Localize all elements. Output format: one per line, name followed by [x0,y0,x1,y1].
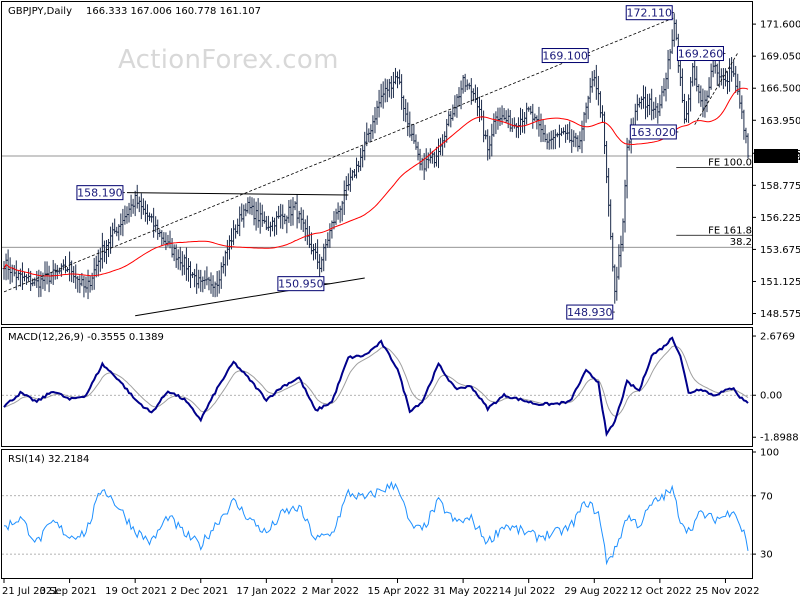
upper-range-line [126,192,349,196]
price-tick-label: 153.675 [760,245,800,256]
watermark-text: ActionForex.com [118,45,339,75]
callout-box [566,304,614,320]
rising-channel-dashed [3,17,675,293]
last-price-box [754,148,798,163]
date-tick-label: 31 May 2022 [433,586,498,597]
price-tick-label: 169.050 [760,52,800,63]
level-callout: 163.020 [629,124,679,140]
callout-label: 172.110 [626,7,672,20]
callout-label: 169.100 [542,50,588,63]
level-callout: 148.930 [566,304,615,320]
price-tick-label: 148.575 [760,309,800,320]
callout-label: 158.190 [77,187,123,200]
callout-box [629,124,677,140]
date-tick-label: 25 Nov 2022 [695,586,759,597]
date-tick-label: 2 Dec 2021 [171,586,229,597]
price-layer: FE 100.0 FE 161.838.2 172.110 169.260 169.10… [2,5,752,320]
level-callout: 172.110 [625,5,675,21]
fib-label: FE 100.0 [708,157,752,168]
symbol-header: GBPJPY,Daily [8,6,72,17]
callout-box [277,276,325,292]
callout-box [76,185,124,201]
level-callout: 169.260 [676,46,726,62]
date-tick-label: 15 Apr 2022 [368,586,430,597]
level-callout: 150.950 [277,276,330,292]
price-tick-label: 158.775 [760,181,800,192]
macd-title: MACD(12,26,9) -0.3555 0.1389 [8,332,164,343]
macd-tick-label: -1.8988 [760,433,799,444]
price-tick-label: 166.500 [760,84,800,95]
callout-label: 169.260 [678,48,724,61]
ohlc-bar [746,133,750,159]
callout-label: 163.020 [631,126,677,139]
callout-label: 150.950 [278,278,324,291]
macd-tick-label: 0.00 [760,391,782,402]
price-tick-label: 151.125 [760,277,800,288]
rsi-tick-label: 70 [760,491,773,502]
callout-box [676,46,724,62]
callout-box [541,48,589,64]
price-tick-label: 156.225 [760,213,800,224]
fib-label: 38.2 [730,237,752,248]
date-tick-label: 21 Jul 2021 [2,586,59,597]
date-tick-label: 29 Aug 2022 [564,586,628,597]
rsi-tick-label: 30 [760,550,773,561]
macd-panel-frame [1,327,753,447]
price-tick-label: 171.600 [760,20,800,31]
fib-label: FE 161.8 [708,225,752,236]
rsi-title: RSI(14) 32.2184 [8,454,89,465]
macd-tick-label: 2.6769 [760,332,795,343]
macd-line [3,336,749,438]
date-tick-label: 17 Jan 2022 [236,586,296,597]
lower-trendline [135,277,365,317]
price-tick-label: 163.950 [760,116,800,127]
date-tick-label: 3 Sep 2021 [40,586,97,597]
date-tick-label: 14 Jul 2022 [499,586,556,597]
moving-average-line [3,87,749,277]
rsi-tick-label: 100 [760,448,779,459]
macd-signal-line [3,345,749,417]
rsi-layer [2,480,752,566]
date-tick-label: 12 Oct 2022 [630,586,692,597]
axis-layer: 148.575151.125153.675156.225158.775161.3… [2,20,800,597]
date-tick-label: 2 Mar 2022 [302,586,359,597]
level-callout: 158.190 [76,185,125,201]
price-panel-frame [1,1,753,325]
macd-layer [2,336,752,438]
ohlc-header: 166.333 167.006 160.778 161.107 [86,6,261,17]
level-callout: 169.100 [541,48,591,64]
last-price-label: 161.107 [758,152,800,163]
rsi-panel-frame [1,449,753,579]
date-tick-label: 19 Oct 2021 [105,586,167,597]
short-dashed-trend [694,52,739,125]
callout-label: 148.930 [567,306,613,319]
callout-box [625,5,673,21]
rsi-line [3,480,749,566]
